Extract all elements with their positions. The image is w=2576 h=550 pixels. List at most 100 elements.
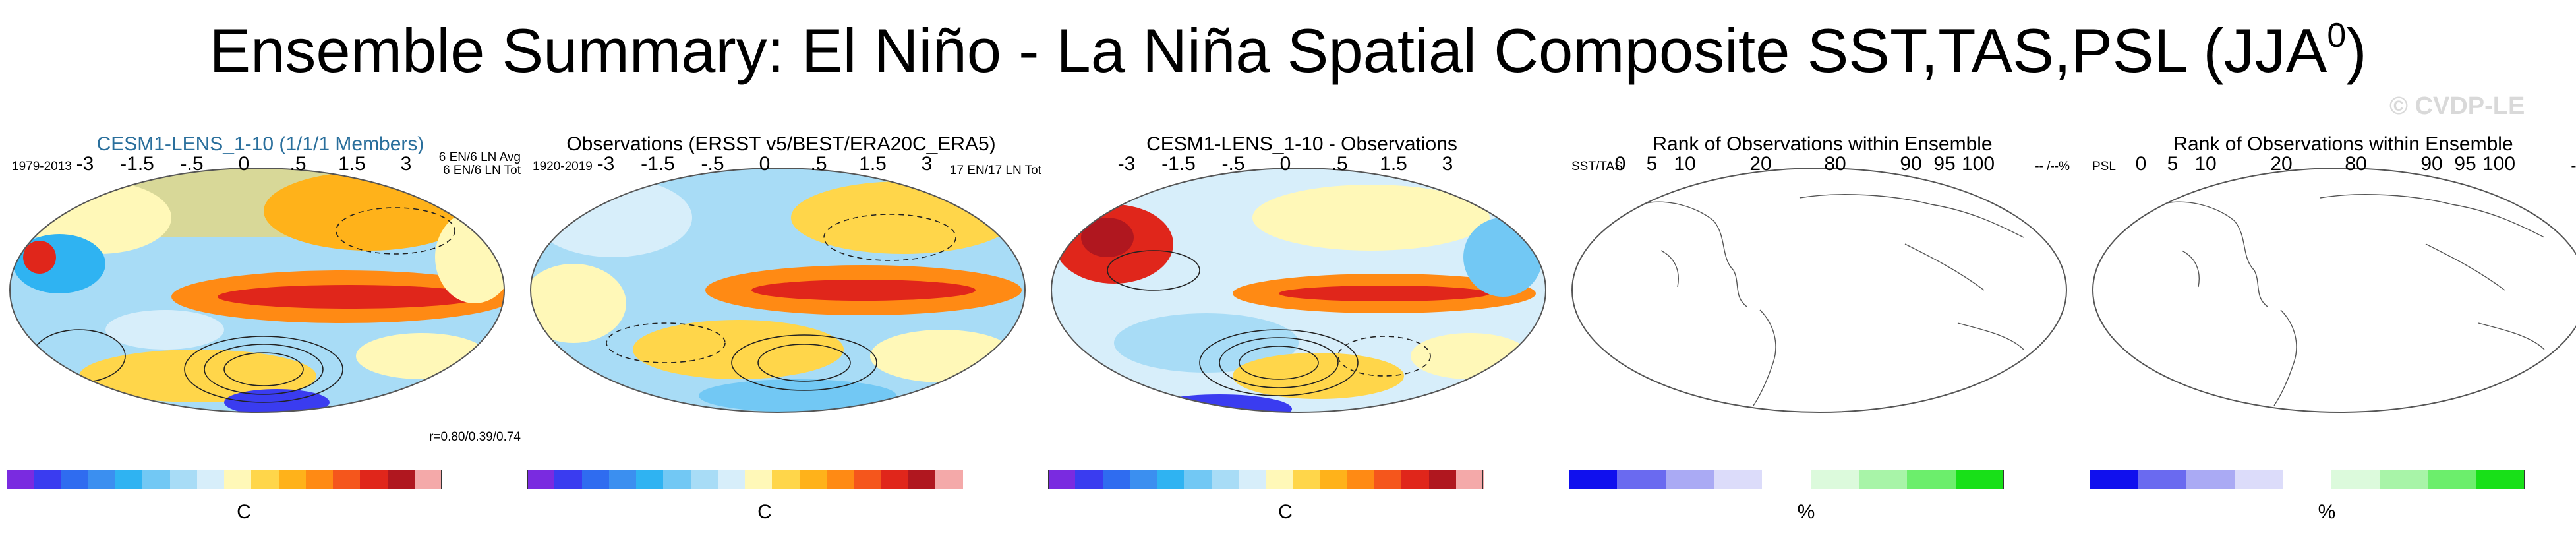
colorbar-swatch xyxy=(61,470,89,489)
colorbar-swatch xyxy=(1859,470,1908,489)
colorbar-tick: 20 xyxy=(2270,153,2293,175)
colorbar-tick: -1.5 xyxy=(641,153,675,175)
colorbar-swatch xyxy=(581,470,610,489)
sst-observations-map xyxy=(530,168,1026,413)
colorbar-swatch xyxy=(1075,470,1103,489)
colorbar-tick: .5 xyxy=(810,153,827,175)
colorbar-swatch xyxy=(1810,470,1859,489)
colorbar-swatch xyxy=(251,470,279,489)
colorbar-swatch xyxy=(1102,470,1130,489)
panel-title: CESM1-LENS_1-10 (1/1/1 Members) xyxy=(96,133,424,155)
panel-model-composite: CESM1-LENS_1-10 (1/1/1 Members) 1979-201… xyxy=(0,125,521,547)
colorbar-tick: .5 xyxy=(289,153,307,175)
colorbar-tick: 5 xyxy=(2167,153,2179,175)
colorbar-swatch xyxy=(554,470,582,489)
colorbar-swatch xyxy=(1907,470,1956,489)
panel-title: Observations (ERSST v5/BEST/ERA20C_ERA5) xyxy=(566,133,996,155)
period-label: 1920-2019 xyxy=(533,160,593,173)
panel-title: Rank of Observations within Ensemble xyxy=(1653,133,1993,155)
colorbar-swatch xyxy=(745,470,773,489)
colorbar-swatch xyxy=(88,470,116,489)
figure-title: Ensemble Summary: El Niño - La Niña Spat… xyxy=(0,18,2576,82)
colorbar-tick: 80 xyxy=(2345,153,2367,175)
panel-rank-sst-tas: Rank of Observations within Ensemble SST… xyxy=(1562,125,2083,547)
colorbar-tick: 3 xyxy=(400,153,412,175)
colorbar-unit: C xyxy=(1278,501,1293,523)
colorbar-swatch xyxy=(278,470,307,489)
panel-observations-composite: Observations (ERSST v5/BEST/ERA20C_ERA5)… xyxy=(521,125,1041,547)
colorbar-tick: 100 xyxy=(2482,153,2516,175)
colorbar xyxy=(1569,470,2005,506)
colorbar-swatch xyxy=(7,470,34,489)
colorbar-swatch xyxy=(2138,470,2187,489)
colorbar-swatch xyxy=(2331,470,2380,489)
colorbar-tick: 0 xyxy=(2135,153,2147,175)
colorbar-swatch xyxy=(1157,470,1185,489)
colorbar-swatch xyxy=(333,470,361,489)
colorbar-swatch xyxy=(224,470,252,489)
colorbar-swatch xyxy=(1211,470,1239,489)
colorbar-swatch xyxy=(717,470,746,489)
colorbar-swatch xyxy=(2235,470,2283,489)
colorbar-swatch xyxy=(636,470,664,489)
colorbar-tick: .5 xyxy=(1331,153,1348,175)
colorbar-swatch xyxy=(2283,470,2332,489)
panel-rank-psl: Rank of Observations within Ensemble PSL… xyxy=(2083,125,2576,547)
panel-title: CESM1-LENS_1-10 - Observations xyxy=(1146,133,1457,155)
colorbar xyxy=(527,470,963,506)
colorbar-swatch xyxy=(690,470,718,489)
colorbar-tick: -1.5 xyxy=(120,153,154,175)
colorbar-tick: 90 xyxy=(1900,153,1922,175)
colorbar-tick: 95 xyxy=(2454,153,2476,175)
colorbar-swatch xyxy=(826,470,854,489)
colorbar-swatch xyxy=(1184,470,1212,489)
colorbar-swatch xyxy=(2380,470,2428,489)
colorbar-swatch xyxy=(1266,470,1293,489)
colorbar-swatch xyxy=(142,470,170,489)
colorbar-tick: 95 xyxy=(1933,153,1956,175)
figure-title-superscript: 0 xyxy=(2327,16,2347,55)
colorbar-swatch xyxy=(1129,470,1157,489)
period-label: 1979-2013 xyxy=(12,160,72,173)
colorbar-unit: % xyxy=(2318,501,2336,523)
count-label-tot: 6 EN/6 LN Tot xyxy=(443,164,521,177)
colorbar-swatch xyxy=(663,470,691,489)
correlation-label: r=0.80/0.39/0.74 xyxy=(429,430,521,444)
colorbar-unit: % xyxy=(1797,501,1815,523)
colorbar-swatch xyxy=(908,470,936,489)
colorbar-swatch xyxy=(115,470,143,489)
colorbar-swatch xyxy=(305,470,334,489)
colorbar-tick: -.5 xyxy=(180,153,204,175)
colorbar-swatch xyxy=(169,470,198,489)
colorbar-tick: 1.5 xyxy=(859,153,887,175)
colorbar-swatch xyxy=(935,470,963,489)
colorbar-tick: 5 xyxy=(1646,153,1658,175)
colorbar-tick: 80 xyxy=(1824,153,1846,175)
colorbar-tick: 10 xyxy=(1674,153,1696,175)
count-label-avg: 6 EN/6 LN Avg xyxy=(438,150,521,164)
variable-label: SST/TAS xyxy=(1571,160,1623,173)
colorbar xyxy=(1048,470,1484,506)
colorbar-tick: 3 xyxy=(921,153,933,175)
figure-title-close: ) xyxy=(2346,16,2367,85)
colorbar-swatch xyxy=(1714,470,1763,489)
panel-title: Rank of Observations within Ensemble xyxy=(2173,133,2513,155)
sst-difference-map xyxy=(1051,168,1546,413)
colorbar-unit: C xyxy=(757,501,772,523)
colorbar-swatch xyxy=(196,470,225,489)
colorbar-tick: 0 xyxy=(1614,153,1626,175)
percent-label: --% xyxy=(2571,160,2576,173)
colorbar xyxy=(7,470,442,506)
colorbar-swatch xyxy=(2090,470,2138,489)
colorbar-swatch xyxy=(2476,470,2525,489)
colorbar-swatch xyxy=(1455,470,1484,489)
colorbar-swatch xyxy=(799,470,827,489)
watermark: © CVDP-LE xyxy=(2389,92,2525,120)
colorbar-tick: 10 xyxy=(2194,153,2217,175)
colorbar-swatch xyxy=(1617,470,1666,489)
sst-composite-map xyxy=(9,168,505,413)
colorbar-swatch xyxy=(2186,470,2235,489)
colorbar-swatch xyxy=(881,470,908,489)
count-label-tot: 17 EN/17 LN Tot xyxy=(949,164,1041,177)
colorbar-tick: 0 xyxy=(759,153,771,175)
